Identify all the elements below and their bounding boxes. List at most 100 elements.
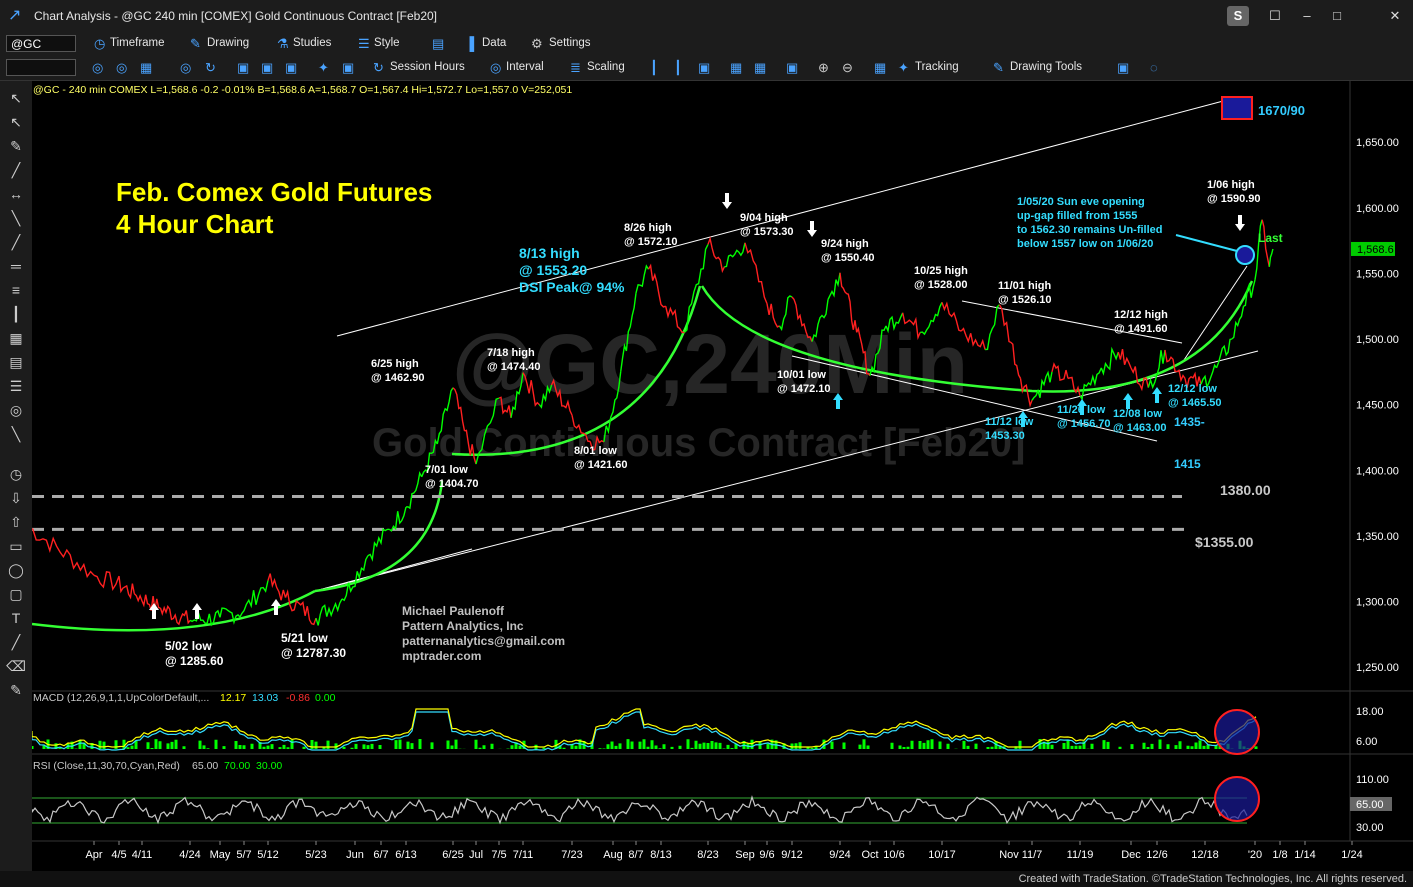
list-icon[interactable]: ☰	[9, 378, 23, 394]
pencil-icon[interactable]: ✎	[10, 138, 22, 154]
rsi-line	[32, 795, 1248, 825]
symbol-input[interactable]: @GC	[6, 35, 76, 52]
settings-menu[interactable]: Settings	[549, 37, 591, 49]
price-segment	[589, 434, 605, 451]
vline-icon[interactable]: ┃	[11, 306, 21, 322]
maximize-icon[interactable]: □	[1333, 8, 1341, 23]
chart-tool-icon[interactable]: ▣	[261, 60, 274, 75]
studies-menu[interactable]: Studies	[293, 37, 332, 49]
arrow-down-icon[interactable]: ⇩	[10, 490, 22, 506]
annotation: 12/12 low @ 1465.50	[1168, 383, 1222, 409]
data-menu[interactable]: Data	[482, 37, 507, 49]
tracking-icon: ✦	[898, 60, 909, 75]
data-icon: ▐	[465, 36, 475, 51]
ray-icon[interactable]: ╱	[11, 234, 21, 250]
price-segment	[475, 397, 500, 465]
s-button[interactable]: S	[1227, 6, 1249, 26]
scaling-menu[interactable]: Scaling	[587, 61, 625, 73]
eraser-icon[interactable]: ⌫	[6, 658, 26, 674]
chart-tool-icon[interactable]: ✦	[318, 60, 329, 75]
price-segment	[1164, 349, 1186, 383]
chart-tool-icon[interactable]: ▦	[730, 60, 743, 75]
chart-tool-icon[interactable]: ◌	[1150, 60, 1158, 75]
y-tick-label: 1,500.00	[1356, 334, 1399, 346]
chart-tool-icon[interactable]: ▣	[786, 60, 799, 75]
square-icon[interactable]: ▢	[9, 586, 23, 602]
paint-icon[interactable]: ✎	[10, 682, 22, 698]
macd-value-0: 12.17	[220, 692, 246, 704]
tracking-menu[interactable]: Tracking	[915, 61, 959, 73]
chart-tool-icon[interactable]: ▣	[342, 60, 355, 75]
session-hours-menu[interactable]: Session Hours	[390, 61, 465, 73]
chart-tool-icon[interactable]: ▣	[1117, 60, 1130, 75]
arrow-icon[interactable]: ↔	[9, 186, 23, 202]
drawing-tools-menu[interactable]: Drawing Tools	[1010, 61, 1083, 73]
text-icon[interactable]: T	[11, 610, 21, 626]
arrow-up-icon[interactable]: ⇧	[10, 514, 22, 530]
studies-icon: ⚗	[277, 36, 289, 51]
rsi-circle	[1214, 776, 1260, 822]
annotation-text: 12/12 high	[1114, 309, 1168, 321]
fan-icon[interactable]: ▤	[9, 354, 23, 370]
annotation: 11/01 high @ 1526.10	[998, 280, 1052, 306]
channel-icon[interactable]: ╲	[11, 210, 21, 226]
level-label: 1435-	[1174, 415, 1205, 429]
price-segment	[647, 263, 666, 308]
zoom-out-icon[interactable]: ⊖	[842, 60, 853, 75]
chart-tool-icon[interactable]: ┃	[674, 60, 682, 75]
speed-icon[interactable]: ╲	[11, 426, 21, 442]
chart-tool-icon[interactable]: ◎	[116, 60, 128, 75]
rectangle-icon[interactable]: ▭	[9, 538, 23, 554]
cycle-icon[interactable]: ◎	[9, 402, 23, 418]
chart-tool-icon[interactable]: ▦	[140, 60, 153, 75]
status-bar: Created with TradeStation. ©TradeStation…	[0, 871, 1413, 887]
macd-value-1: 13.03	[252, 692, 278, 704]
select-icon[interactable]: ↖	[10, 114, 22, 130]
minimize-icon[interactable]: –	[1303, 8, 1311, 23]
annotation-text: @ 1456.70	[1057, 418, 1111, 430]
price-segment	[827, 272, 841, 300]
annotation-text: @ 1590.90	[1207, 193, 1261, 205]
price-chart[interactable]: @GC,240Min Gold Continuous Contract [Feb…	[32, 81, 1413, 871]
gear-icon: ⚙	[531, 36, 543, 51]
annotation-text: 10/25 high	[914, 265, 968, 277]
interval-input[interactable]	[6, 59, 76, 76]
chart-tool-icon[interactable]: ▦	[754, 60, 767, 75]
chart-tool-icon[interactable]: ◎	[92, 60, 104, 75]
zoom-in-icon[interactable]: ⊕	[818, 60, 829, 75]
fib-icon[interactable]: ≡	[11, 282, 21, 298]
x-tick-label: 1/8	[1272, 849, 1287, 861]
annotation: 1/06 high @ 1590.90	[1207, 179, 1261, 205]
interval-menu[interactable]: Interval	[506, 61, 544, 73]
annotation: 9/24 high @ 1550.40	[821, 238, 875, 264]
gann-icon[interactable]: ▦	[9, 330, 23, 346]
style-menu[interactable]: Style	[374, 37, 400, 49]
price-segment	[315, 598, 343, 626]
cup-arc-1	[451, 285, 702, 456]
chart-tool-icon[interactable]: ▣	[698, 60, 711, 75]
time-icon[interactable]: ◷	[9, 466, 23, 482]
x-tick-label: 6/13	[395, 849, 416, 861]
drawing-menu[interactable]: Drawing	[207, 37, 250, 49]
chart-tool-icon[interactable]: ↻	[205, 60, 216, 75]
chart-tool-icon[interactable]: ◎	[180, 60, 192, 75]
price-segment	[811, 299, 829, 342]
price-segment	[243, 580, 269, 611]
trendline-icon[interactable]: ╱	[11, 162, 21, 178]
close-icon[interactable]: ✕	[1389, 8, 1401, 23]
ellipse-icon[interactable]: ◯	[8, 562, 24, 578]
layout-icon[interactable]: ▤	[432, 36, 445, 51]
chart-tool-icon[interactable]: ▣	[285, 60, 298, 75]
chart-tool-icon[interactable]: ▣	[237, 60, 250, 75]
annotation: 12/08 low @ 1463.00	[1113, 408, 1167, 434]
restore-icon[interactable]: ☐	[1269, 8, 1281, 23]
timeframe-menu[interactable]: Timeframe	[110, 37, 165, 49]
hline-icon[interactable]: ═	[11, 258, 21, 274]
chart-tool-icon[interactable]: ▦	[874, 60, 887, 75]
slash-icon[interactable]: ╱	[11, 634, 21, 650]
pointer-icon[interactable]: ↖	[10, 90, 22, 106]
chart-tool-icon[interactable]: ┃	[650, 60, 658, 75]
x-tick-label: 5/23	[305, 849, 326, 861]
price-segment	[388, 506, 407, 532]
